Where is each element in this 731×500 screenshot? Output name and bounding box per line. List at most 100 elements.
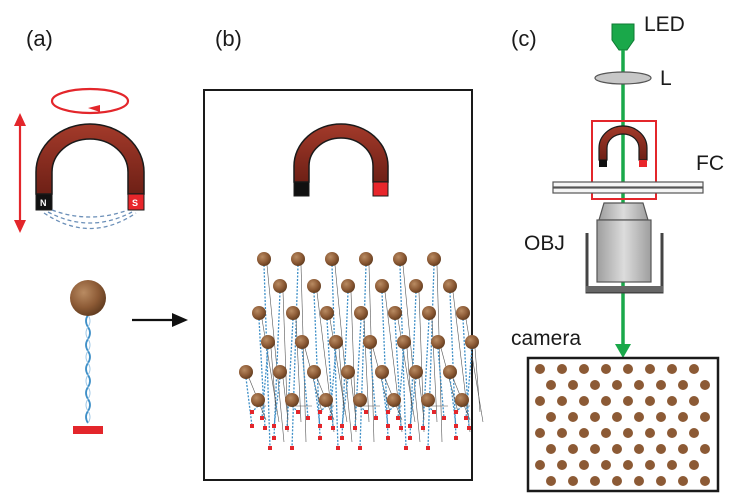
camera-bead: [612, 380, 622, 390]
arrow-to-panel-b: [132, 313, 188, 327]
bead-b: [409, 365, 423, 379]
camera-bead: [557, 396, 567, 406]
field-lines: [43, 209, 137, 230]
camera-bead: [557, 364, 567, 374]
tether-b: [313, 377, 321, 427]
bead-b: [443, 279, 457, 293]
bead-b: [455, 393, 469, 407]
anchor-b: [296, 410, 300, 414]
camera-bead: [568, 412, 578, 422]
camera-bead: [700, 412, 710, 422]
camera-bead: [590, 412, 600, 422]
crosslink: [295, 318, 302, 423]
anchor-b: [340, 436, 344, 440]
tether-b: [369, 347, 377, 419]
anchor-b: [250, 410, 254, 414]
bead-b: [465, 335, 479, 349]
camera-bead: [535, 364, 545, 374]
bead-b: [291, 252, 305, 266]
camera-bead: [623, 428, 633, 438]
camera-bead: [656, 412, 666, 422]
camera-bead: [667, 428, 677, 438]
north-pole-label: N: [40, 198, 47, 208]
camera-bead-image: [535, 364, 710, 486]
tether-b: [359, 264, 367, 449]
anchor-b: [421, 426, 425, 430]
vertical-translation-arrow: [14, 113, 26, 233]
anchor-b: [454, 424, 458, 428]
anchor-b: [454, 410, 458, 414]
camera-bead: [678, 412, 688, 422]
bead-b: [443, 365, 457, 379]
bead-a: [70, 280, 106, 316]
rotation-arrow: [50, 87, 130, 115]
camera-bead: [623, 460, 633, 470]
bead-b: [409, 279, 423, 293]
panel-c-label: (c): [511, 26, 537, 51]
crosslink: [350, 291, 357, 433]
camera-bead: [678, 476, 688, 486]
anchor-b: [318, 410, 322, 414]
crosslink: [406, 347, 413, 413]
anchor-b: [318, 436, 322, 440]
tether-b: [286, 318, 294, 429]
bead-b: [427, 252, 441, 266]
camera-bead: [689, 460, 699, 470]
camera-bead: [579, 428, 589, 438]
camera-bead: [678, 380, 688, 390]
bead-b: [285, 393, 299, 407]
anchor-b: [408, 436, 412, 440]
camera-bead: [546, 444, 556, 454]
bead-b: [456, 306, 470, 320]
anchor-b: [454, 436, 458, 440]
camera-label: camera: [511, 327, 581, 350]
bead-b: [341, 279, 355, 293]
anchor-b: [404, 446, 408, 450]
bead-b: [252, 306, 266, 320]
tether-b: [437, 347, 445, 419]
anchor-b: [260, 416, 264, 420]
crosslink: [436, 264, 443, 443]
anchor-b: [328, 416, 332, 420]
anchor-b: [442, 416, 446, 420]
objective-label: OBJ: [524, 232, 565, 255]
camera-bead: [667, 460, 677, 470]
camera-bead: [590, 476, 600, 486]
anchor-b: [426, 446, 430, 450]
camera-bead: [689, 428, 699, 438]
anchor-b: [374, 416, 378, 420]
camera-bead: [645, 364, 655, 374]
anchor-b: [432, 410, 436, 414]
crosslink: [418, 291, 425, 433]
camera-bead: [656, 476, 666, 486]
camera-bead: [667, 396, 677, 406]
camera-bead: [601, 396, 611, 406]
bead-b: [421, 393, 435, 407]
camera-bead: [634, 412, 644, 422]
tether-b: [261, 347, 269, 419]
panel-a-label: (a): [26, 26, 53, 51]
camera-frame: [526, 356, 720, 493]
camera-bead: [623, 364, 633, 374]
tether-b: [329, 347, 337, 419]
camera-bead: [579, 364, 589, 374]
camera-bead: [535, 396, 545, 406]
camera-bead: [601, 460, 611, 470]
camera-bead: [557, 460, 567, 470]
anchor-a: [73, 426, 103, 434]
tether-b: [462, 318, 470, 429]
camera-bead: [689, 396, 699, 406]
bead-b: [261, 335, 275, 349]
magnet-highlight-box: [591, 120, 657, 200]
lens: [594, 71, 652, 85]
tether-b: [409, 377, 417, 427]
bead-b: [387, 393, 401, 407]
crosslink: [402, 264, 421, 443]
tether-b: [291, 264, 299, 449]
magnet-a: N S: [35, 123, 145, 211]
bead-b: [307, 365, 321, 379]
tether-b: [341, 377, 349, 427]
camera-bead: [535, 428, 545, 438]
anchor-b: [250, 424, 254, 428]
